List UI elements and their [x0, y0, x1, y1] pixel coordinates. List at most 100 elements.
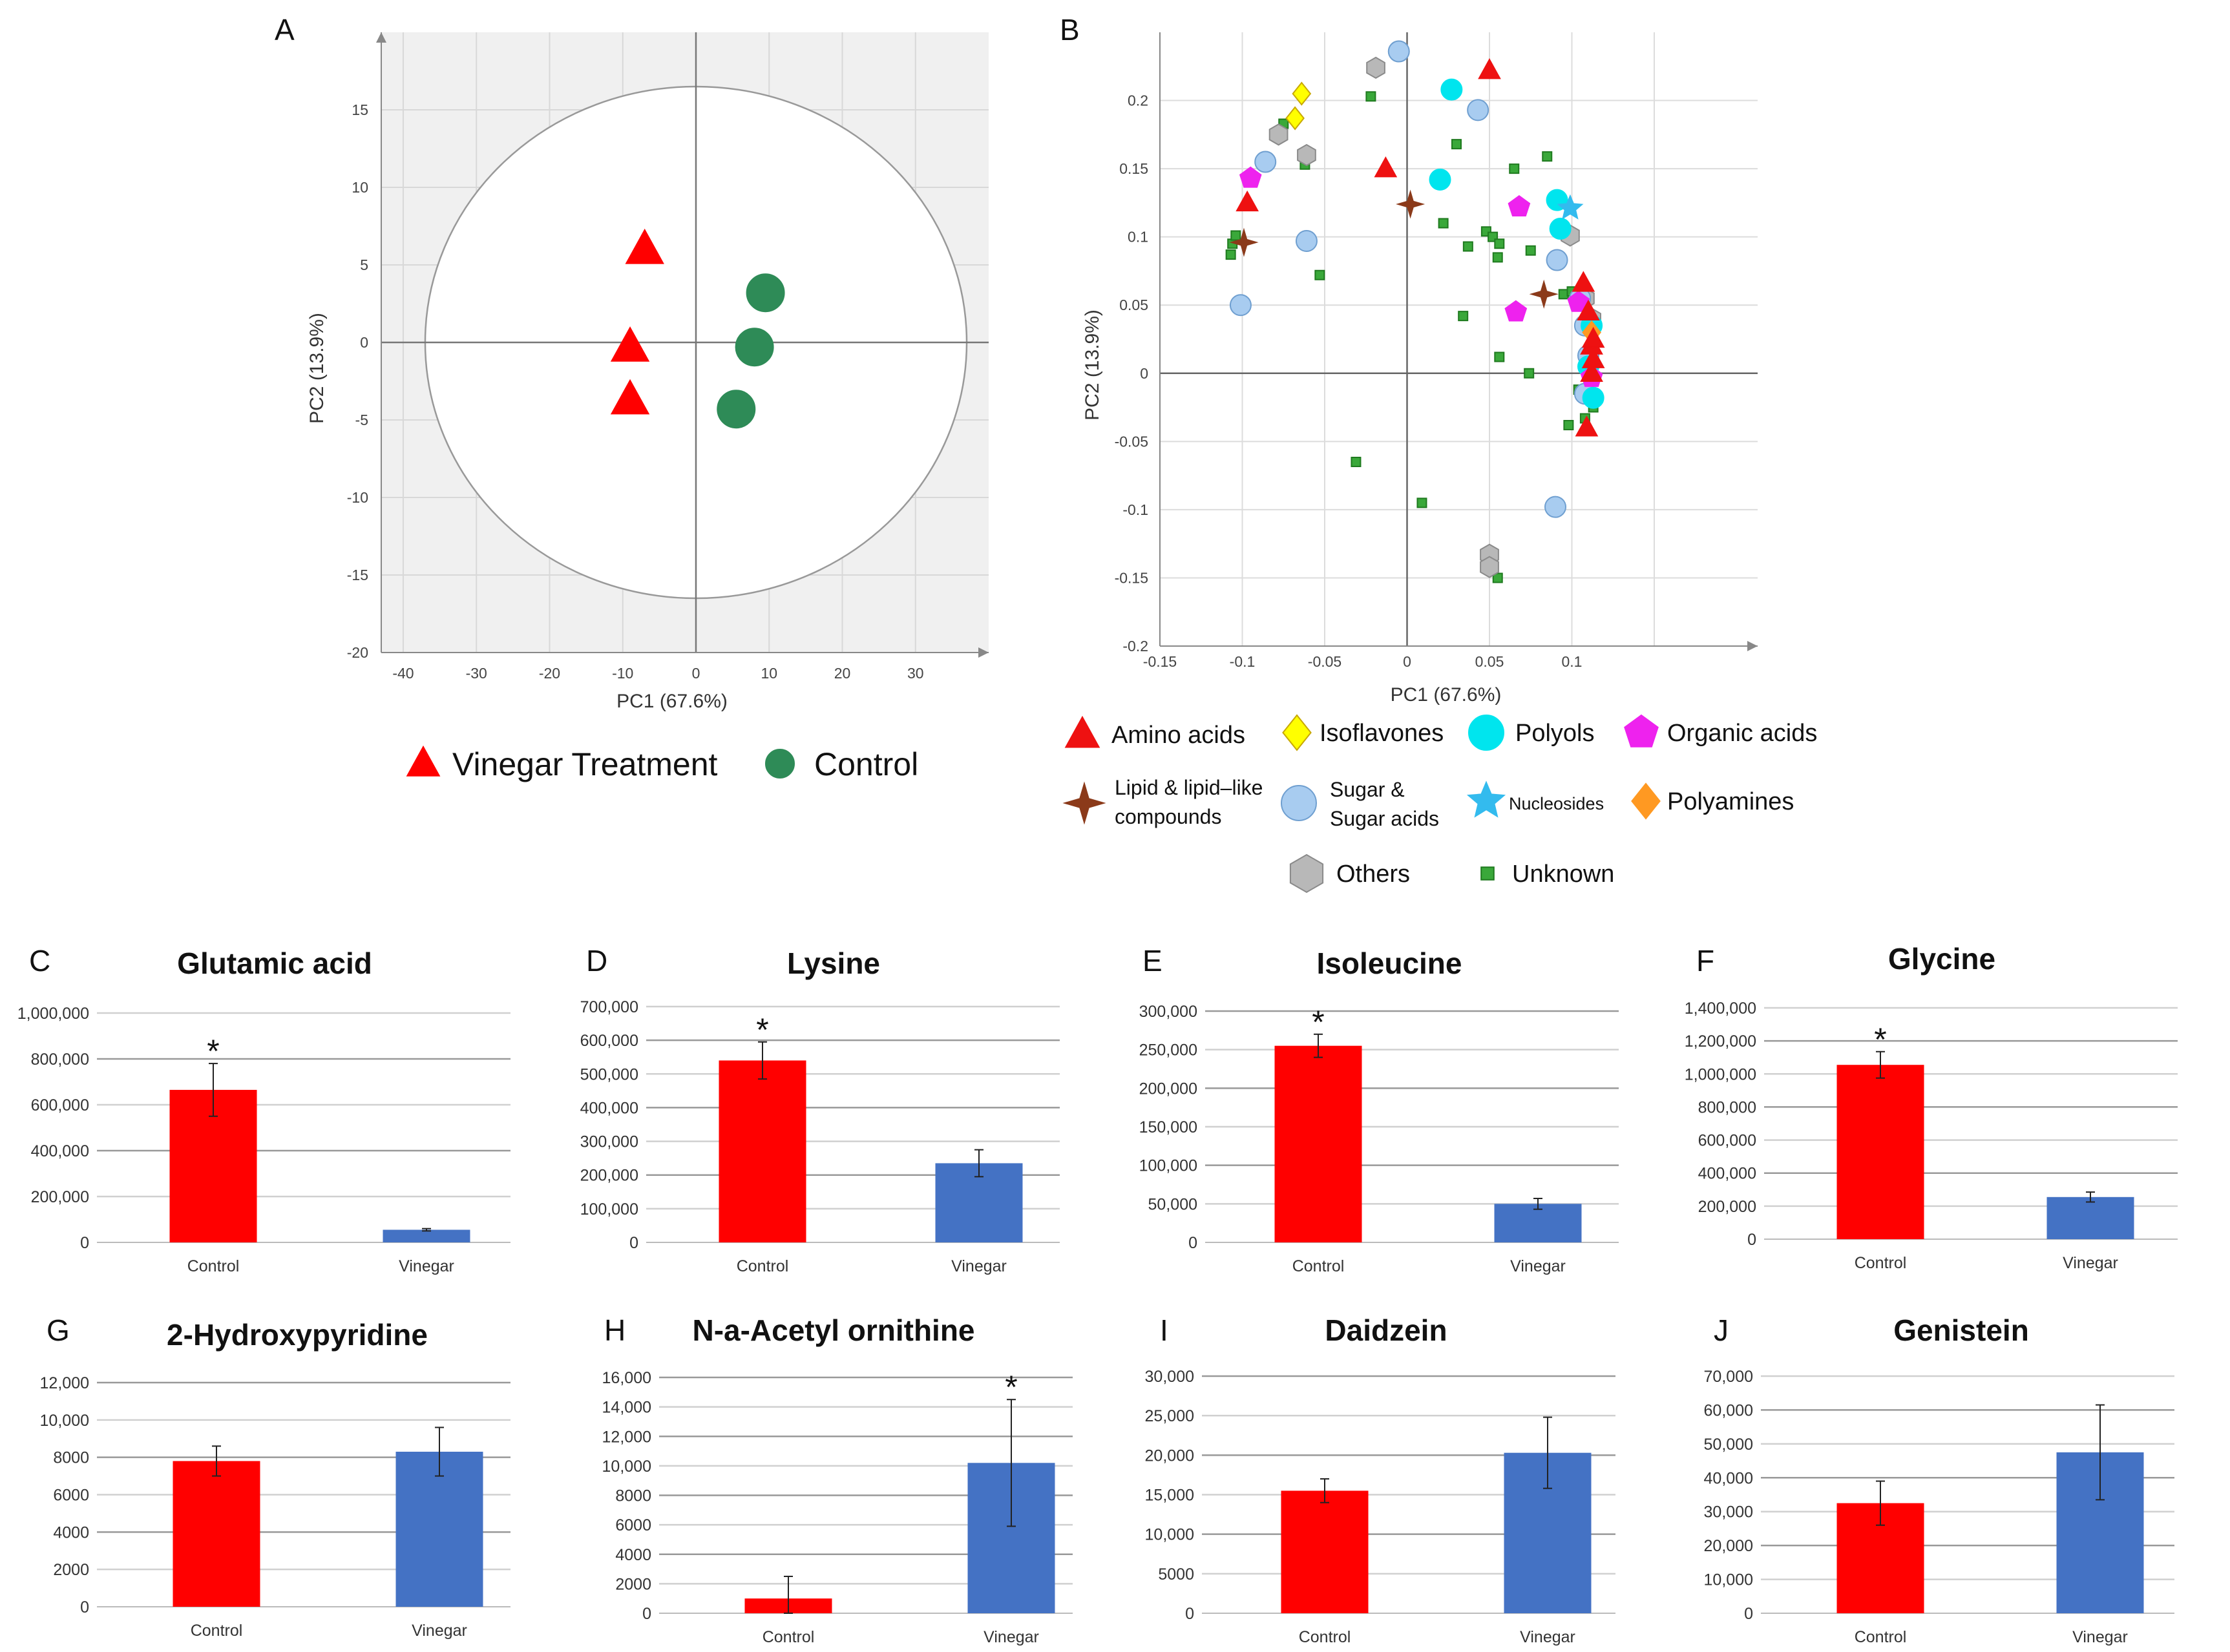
- legend-control-label: Control: [814, 746, 918, 782]
- bar-vinegar: [1494, 1204, 1582, 1242]
- legend-control-marker: [765, 749, 795, 779]
- legend-label-others: Others: [1336, 861, 1410, 888]
- y-tick-label: 15,000: [1145, 1487, 1194, 1505]
- loading-point-lipid: [1529, 279, 1559, 309]
- bar-control: [1281, 1490, 1369, 1613]
- loading-point-amino-acids: [1581, 326, 1605, 348]
- loading-point-unknown: [1494, 238, 1505, 249]
- legend-label-polyols: Polyols: [1515, 720, 1595, 747]
- y-axis-title: PC2 (13.9%): [1082, 309, 1103, 421]
- loading-point-unknown: [1458, 311, 1469, 322]
- y-tick-label: 12,000: [40, 1374, 89, 1392]
- legend-label-sugar: Sugar & Sugar acids: [1330, 778, 1439, 830]
- y-tick-label: 2000: [53, 1561, 89, 1579]
- legend-marker-amino-acids: [1064, 715, 1100, 748]
- significance-star: *: [756, 1012, 768, 1048]
- bar-vinegar: [395, 1451, 483, 1607]
- y-tick-label: -15: [347, 567, 368, 583]
- panel-letter-h: H: [604, 1313, 626, 1347]
- y-tick-label: -0.05: [1115, 433, 1148, 450]
- vinegar-point: [610, 379, 650, 415]
- y-tick-label: 300,000: [580, 1133, 638, 1151]
- y-tick-label: 600,000: [1698, 1132, 1756, 1150]
- x-axis-title: PC1 (67.6%): [616, 691, 728, 712]
- y-tick-label: 14,000: [602, 1399, 651, 1417]
- vinegar-point: [610, 326, 650, 362]
- category-label: Control: [187, 1257, 240, 1275]
- legend-label-polyamines: Polyamines: [1667, 788, 1794, 815]
- panel-a-legend: Vinegar Treatment Control: [406, 745, 918, 782]
- loading-point-amino-acids: [1580, 361, 1603, 382]
- panel-letter-i: I: [1160, 1313, 1168, 1347]
- y-tick-label: -5: [355, 412, 368, 428]
- loading-point-isoflavones: [1285, 106, 1305, 131]
- panel-b-loadings-plot: -0.15 -0.1 -0.05 0 0.05 0.1 0.2 0.15 0.1 0.05 0 -0.…: [1082, 32, 1758, 706]
- legend-vinegar-marker: [406, 745, 441, 777]
- x-tick-label: -0.1: [1230, 653, 1256, 670]
- y-tick-label: 50,000: [1148, 1195, 1197, 1213]
- loading-point-unknown: [1525, 245, 1536, 256]
- panel-letter-a: A: [275, 13, 295, 47]
- y-tick-label: 60,000: [1704, 1401, 1753, 1419]
- y-tick-label: -10: [347, 489, 368, 506]
- panel-letter-g: G: [47, 1313, 70, 1347]
- loading-point-sugar: [1467, 99, 1489, 121]
- y-tick-label: 20,000: [1704, 1537, 1753, 1555]
- y-tick-label: 10,000: [40, 1412, 89, 1430]
- loading-point-unknown: [1492, 252, 1503, 263]
- loading-point-unknown: [1365, 91, 1376, 102]
- y-tick-label: 0: [642, 1605, 651, 1623]
- loading-point-amino-acids: [1572, 271, 1595, 292]
- chart-title: Daidzein: [1325, 1313, 1447, 1347]
- category-label: Control: [1855, 1628, 1907, 1646]
- legend-marker-others: [1289, 853, 1324, 894]
- legend-vinegar-label: Vinegar Treatment: [452, 746, 718, 782]
- panel-letter-c: C: [29, 944, 50, 978]
- loading-point-unknown: [1451, 139, 1462, 150]
- loading-point-sugar: [1387, 40, 1410, 63]
- category-label: Vinegar: [2072, 1628, 2128, 1646]
- category-label: Vinegar: [1510, 1257, 1566, 1275]
- panel-a-scores-plot: -40 -30 -20 -10 0 10 20 30 15 10 5 0 -5 -10 -15 -20 PC1 …: [306, 32, 989, 712]
- y-tick-label: 1,200,000: [1685, 1032, 1756, 1051]
- y-tick-label: 16,000: [602, 1369, 651, 1387]
- y-tick-label: 0: [1140, 365, 1148, 382]
- category-label: Control: [1299, 1628, 1351, 1646]
- x-tick-label: 10: [761, 665, 777, 682]
- y-tick-label: 600,000: [31, 1096, 89, 1114]
- chart-title: 2-Hydroxypyridine: [167, 1318, 428, 1352]
- y-tick-label: 5000: [1158, 1565, 1194, 1584]
- legend-marker-organic-acids: [1624, 714, 1659, 748]
- x-tick-label: -30: [466, 665, 487, 682]
- legend-marker-unknown: [1480, 866, 1495, 881]
- panel-letter-j: J: [1714, 1313, 1729, 1347]
- loading-point-unknown: [1230, 230, 1241, 241]
- bar-panel-g: 0 2000 4000 6000 8000 10,000 12,000 2-Hydroxypy…: [40, 1318, 510, 1640]
- legend-label-organic-acids: Organic acids: [1667, 720, 1817, 747]
- loading-point-amino-acids: [1236, 190, 1259, 212]
- loading-point-lipid: [1229, 227, 1259, 257]
- y-tick-label: 12,000: [602, 1428, 651, 1446]
- bar-panel-j: 0 10,000 20,000 30,000 40,000 50,000 60,000 70,…: [1704, 1313, 2174, 1646]
- legend-label-amino-acids: Amino acids: [1111, 722, 1245, 749]
- legend-marker-polyols: [1468, 715, 1504, 751]
- x-axis-title: PC1 (67.6%): [1391, 684, 1502, 706]
- loading-point-nucleosides: [1557, 194, 1584, 220]
- y-tick-label: 250,000: [1139, 1041, 1197, 1060]
- loading-point-sugar: [1544, 496, 1566, 518]
- y-tick-label: 15: [352, 101, 368, 118]
- y-tick-label: 600,000: [580, 1032, 638, 1050]
- y-tick-label: 200,000: [31, 1188, 89, 1206]
- x-tick-label: 0: [692, 665, 700, 682]
- y-tick-label: 400,000: [580, 1099, 638, 1117]
- category-label: Control: [191, 1622, 243, 1640]
- loading-point-others: [1297, 143, 1316, 167]
- bar-vinegar: [2046, 1197, 2134, 1239]
- legend-marker-nucleosides: [1466, 780, 1506, 818]
- bar-panel-e: 0 50,000 100,000 150,000 200,000 250,000 300,0…: [1139, 946, 1619, 1275]
- y-tick-label: 0: [360, 334, 368, 351]
- loading-point-amino-acids: [1478, 58, 1501, 79]
- bar-panel-f: 0 200,000 400,000 600,000 800,000 1,000,000 1,…: [1685, 942, 2178, 1272]
- legend-label-isoflavones: Isoflavones: [1320, 720, 1444, 747]
